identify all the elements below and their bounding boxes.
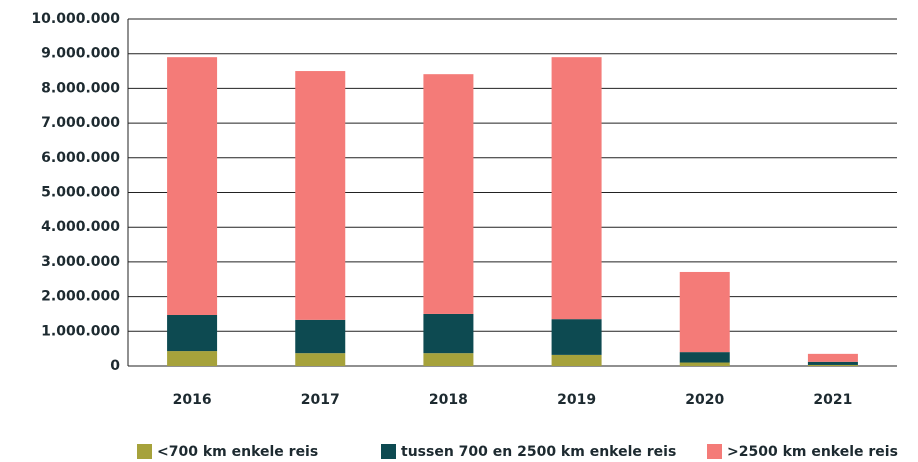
y-tick-label: 9.000.000 <box>41 46 120 62</box>
legend-swatch <box>381 444 396 459</box>
bar-segment <box>807 364 858 366</box>
legend-label: >2500 km enkele reis <box>727 444 898 460</box>
y-tick-label: 10.000.000 <box>31 11 120 27</box>
bar-segment <box>295 71 346 320</box>
bar-segment <box>551 354 602 366</box>
x-tick-label: 2016 <box>173 392 212 408</box>
bar-segment <box>423 74 474 314</box>
bar-segment <box>423 353 474 366</box>
bar-segment <box>679 271 730 353</box>
legend-label: tussen 700 en 2500 km enkele reis <box>401 444 676 460</box>
x-tick-label: 2017 <box>301 392 340 408</box>
bar-segment <box>807 361 858 365</box>
bar-segment <box>295 353 346 366</box>
y-tick-label: 3.000.000 <box>41 254 120 270</box>
y-tick-label: 6.000.000 <box>41 150 120 166</box>
y-tick-label: 7.000.000 <box>41 115 120 131</box>
bar-segment <box>679 352 730 363</box>
legend-swatch <box>137 444 152 459</box>
legend-label: <700 km enkele reis <box>157 444 318 460</box>
bar-segment <box>807 353 858 362</box>
x-tick-label: 2019 <box>557 392 596 408</box>
bar-segment <box>551 319 602 355</box>
y-tick-label: 2.000.000 <box>41 289 120 305</box>
x-tick-label: 2018 <box>429 392 468 408</box>
bar-segment <box>167 314 218 352</box>
y-tick-label: 4.000.000 <box>41 219 120 235</box>
bar-segment <box>167 57 218 315</box>
x-tick-label: 2020 <box>685 392 724 408</box>
bar-segment <box>679 362 730 366</box>
bar-segment <box>423 313 474 354</box>
y-tick-label: 1.000.000 <box>41 323 120 339</box>
bar-segment <box>295 319 346 354</box>
x-tick-label: 2021 <box>813 392 852 408</box>
bar-segment <box>551 57 602 320</box>
y-tick-label: 5.000.000 <box>41 185 120 201</box>
y-tick-label: 8.000.000 <box>41 80 120 96</box>
y-tick-label: 0 <box>110 358 120 374</box>
bar-segment <box>167 351 218 366</box>
legend-swatch <box>707 444 722 459</box>
